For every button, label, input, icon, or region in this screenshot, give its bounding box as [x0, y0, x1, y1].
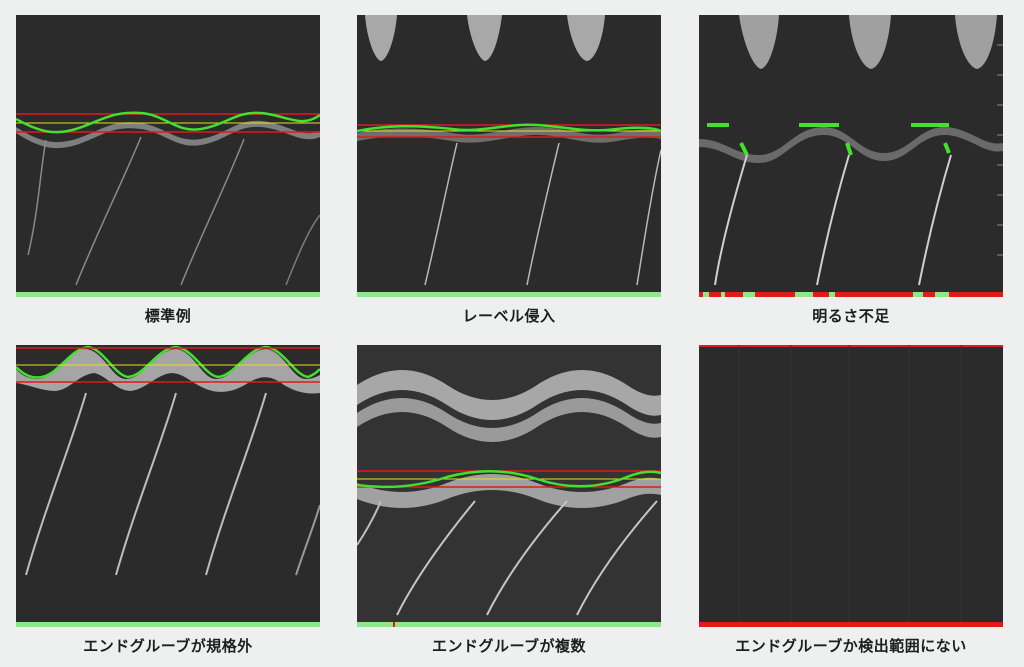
scan-image-label-intrusion	[357, 15, 661, 297]
panel-end-groove-out-of-spec: エンドグルーブが規格外	[16, 345, 320, 655]
scan-image-standard	[16, 15, 320, 297]
panel-low-brightness: 明るさ不足	[699, 15, 1003, 325]
panel-caption: 標準例	[144, 307, 192, 325]
scan-image-end-groove-not-in-range	[699, 345, 1003, 627]
panel-standard: 標準例	[16, 15, 320, 325]
panel-caption: エンドグルーブか検出範囲にない	[735, 637, 967, 655]
panel-caption: レーベル侵入	[462, 307, 556, 325]
panel-caption: エンドグルーブが複数	[431, 637, 587, 655]
scan-image-end-groove-out-of-spec	[16, 345, 320, 627]
scan-image-multiple-end-grooves	[357, 345, 661, 627]
panel-multiple-end-grooves: エンドグルーブが複数	[357, 345, 661, 655]
panel-label-intrusion: レーベル侵入	[357, 15, 661, 325]
scan-image-low-brightness	[699, 15, 1003, 297]
panel-end-groove-not-in-range: エンドグルーブか検出範囲にない	[699, 345, 1003, 655]
panel-caption: 明るさ不足	[812, 307, 890, 325]
panel-caption: エンドグルーブが規格外	[83, 637, 253, 655]
